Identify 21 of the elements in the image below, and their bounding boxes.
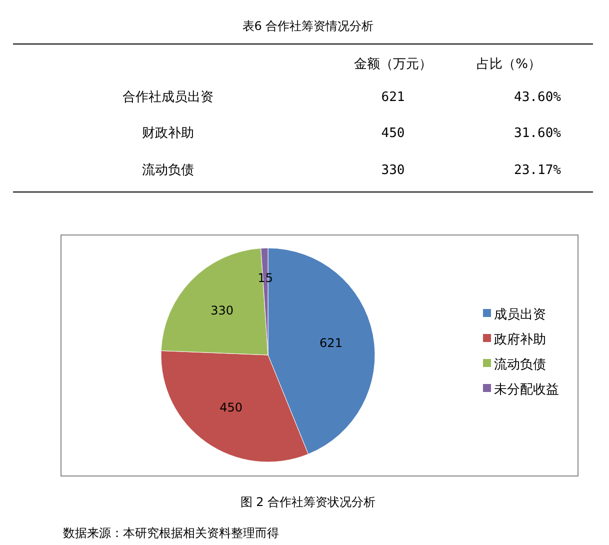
legend-label: 流动负债 <box>494 356 546 373</box>
data-label: 621 <box>381 90 405 105</box>
data-label: 330 <box>210 303 234 318</box>
text: 占比（%） <box>476 57 541 72</box>
data-label: 23.17% <box>514 163 562 178</box>
data-label: 31.60% <box>514 126 562 141</box>
source-note: 数据来源：本研究根据相关资料整理而得 <box>63 526 279 540</box>
data-label: 450 <box>381 126 405 141</box>
legend-label: 未分配收益 <box>494 382 559 398</box>
category-label: 流动负债 <box>142 162 194 178</box>
data-label: 330 <box>381 163 405 178</box>
text: 金额（万元） <box>354 57 432 72</box>
data-label: 43.60% <box>514 90 562 105</box>
legend-label: 成员出资 <box>494 308 546 323</box>
text: 表6 合作社筹资情况分析 <box>242 19 374 33</box>
data-label: 621 <box>320 336 342 350</box>
data-label: 450 <box>220 400 243 415</box>
text: 图 2 合作社筹资状况分析 <box>240 495 376 509</box>
category-label: 合作社成员出资 <box>122 90 214 105</box>
category-label: 财政补助 <box>142 126 194 141</box>
legend-label: 政府补助 <box>494 332 546 348</box>
